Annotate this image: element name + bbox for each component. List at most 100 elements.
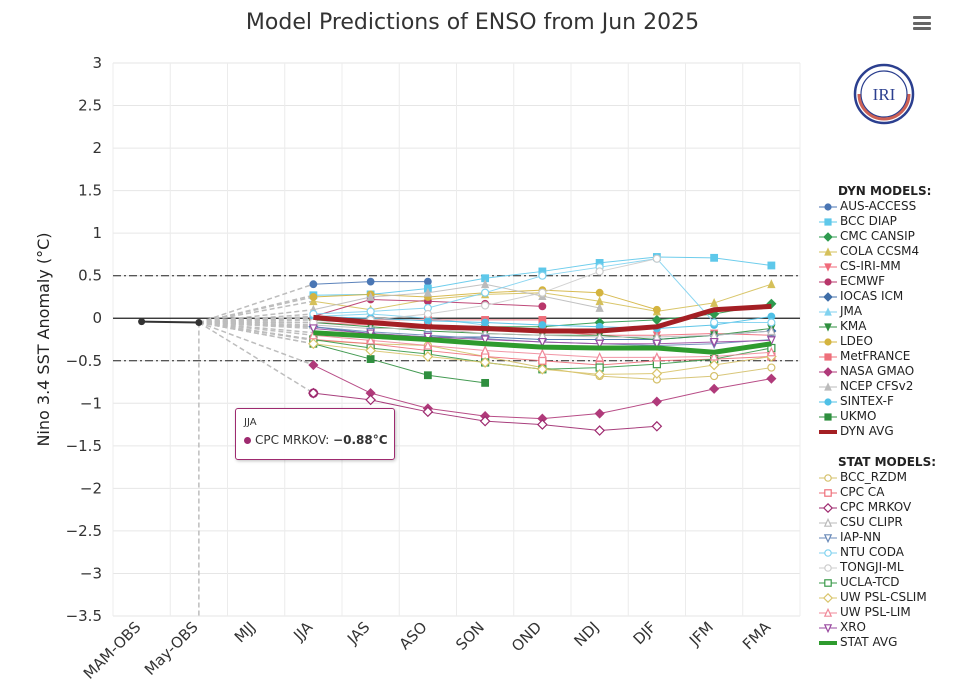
legend-item-ncep-cfsv2[interactable]: NCEP CFSv2 bbox=[818, 379, 931, 394]
data-point bbox=[651, 368, 663, 379]
data-point bbox=[365, 345, 376, 356]
x-tick-label: ASO bbox=[396, 618, 431, 653]
legend-item-bcc-diap[interactable]: BCC DIAP bbox=[818, 214, 931, 229]
data-point bbox=[709, 351, 719, 361]
tooltip-season: JJA bbox=[244, 417, 257, 428]
data-point bbox=[308, 324, 318, 334]
legend-item-ldeo[interactable]: LDEO bbox=[818, 334, 931, 349]
data-point bbox=[824, 217, 832, 226]
data-point bbox=[423, 287, 433, 297]
data-point bbox=[710, 318, 719, 327]
data-point bbox=[709, 383, 720, 394]
data-point bbox=[480, 345, 490, 355]
legend-item-ntu-coda[interactable]: NTU CODA bbox=[818, 545, 936, 560]
data-point bbox=[537, 419, 548, 430]
legend-label: BCC_RZDM bbox=[840, 470, 907, 484]
projection-line bbox=[198, 321, 314, 334]
y-tick-label: −3 bbox=[80, 564, 102, 582]
y-tick-label: 0 bbox=[92, 309, 102, 327]
data-point bbox=[766, 346, 776, 357]
legend-item-bcc-rzdm[interactable]: BCC_RZDM bbox=[818, 470, 936, 485]
data-point bbox=[824, 277, 832, 286]
data-point bbox=[595, 303, 604, 312]
x-tick-label: MJJ bbox=[231, 618, 259, 646]
data-point bbox=[824, 563, 832, 572]
legend-item-iocas-icm[interactable]: IOCAS ICM bbox=[818, 289, 931, 304]
legend-item-dyn-avg[interactable]: DYN AVG bbox=[818, 424, 931, 439]
legend-item-cpc-mrkov[interactable]: CPC MRKOV bbox=[818, 500, 936, 515]
data-point bbox=[481, 301, 490, 310]
legend-symbol bbox=[819, 607, 837, 617]
hamburger-menu-icon[interactable] bbox=[913, 16, 931, 30]
legend-item-csu-clipr[interactable]: CSU CLIPR bbox=[818, 515, 936, 530]
legend-label: ECMWF bbox=[840, 274, 886, 288]
legend-item-jma[interactable]: JMA bbox=[818, 304, 931, 319]
legend-symbol bbox=[819, 322, 837, 332]
data-point bbox=[824, 548, 832, 557]
legend-label: CSU CLIPR bbox=[840, 515, 903, 529]
projection-line bbox=[198, 321, 314, 366]
data-point bbox=[366, 334, 376, 345]
legend-symbol bbox=[819, 217, 837, 226]
legend-item-tongji-ml[interactable]: TONGJI-ML bbox=[818, 560, 936, 575]
legend-symbol bbox=[819, 429, 837, 434]
legend-item-sintex-f[interactable]: SINTEX-F bbox=[818, 394, 931, 409]
data-point bbox=[709, 337, 719, 348]
data-point bbox=[308, 359, 319, 371]
legend-item-xro[interactable]: XRO bbox=[818, 620, 936, 635]
data-point bbox=[537, 348, 547, 359]
x-tick-label: JAS bbox=[343, 618, 373, 648]
series-line bbox=[313, 343, 486, 384]
data-point bbox=[652, 360, 661, 369]
tooltip: JJA CPC MRKOV: −0.88°C bbox=[235, 408, 395, 460]
data-point bbox=[595, 339, 605, 350]
legend-label: UW PSL-CSLIM bbox=[840, 590, 927, 604]
y-tick-label: 3 bbox=[92, 54, 102, 72]
y-tick-label: −0.5 bbox=[66, 352, 102, 370]
data-point bbox=[594, 408, 605, 419]
legend-item-ecmwf[interactable]: ECMWF bbox=[818, 274, 931, 289]
data-point bbox=[309, 296, 318, 306]
legend-symbol bbox=[819, 578, 837, 587]
legend-symbol bbox=[819, 533, 837, 543]
data-point bbox=[366, 277, 375, 286]
legend-item-kma[interactable]: KMA bbox=[818, 319, 931, 334]
legend-item-ukmo[interactable]: UKMO bbox=[818, 409, 931, 424]
data-point bbox=[422, 351, 434, 362]
legend-item-aus-access[interactable]: AUS-ACCESS bbox=[818, 199, 931, 214]
data-point bbox=[824, 337, 832, 346]
legend-item-uw-psl-cslim[interactable]: UW PSL-CSLIM bbox=[818, 590, 936, 605]
legend-label: CMC CANSIP bbox=[840, 229, 915, 243]
x-tick-label: FMA bbox=[739, 618, 775, 654]
projection-line bbox=[198, 321, 314, 394]
legend-item-nasa-gmao[interactable]: NASA GMAO bbox=[818, 364, 931, 379]
observed-point bbox=[195, 318, 203, 326]
legend-item-cpc-ca[interactable]: CPC CA bbox=[818, 485, 936, 500]
data-point bbox=[651, 420, 663, 432]
legend-item-cola-ccsm4[interactable]: COLA CCSM4 bbox=[818, 244, 931, 259]
tooltip-series: CPC MRKOV bbox=[255, 433, 326, 447]
legend-label: BCC DIAP bbox=[840, 214, 897, 228]
legend-label: CS-IRI-MM bbox=[840, 259, 901, 273]
legend-item-metfrance[interactable]: MetFRANCE bbox=[818, 349, 931, 364]
series-tongji-ml bbox=[309, 254, 661, 327]
chart-title: Model Predictions of ENSO from Jun 2025 bbox=[245, 10, 700, 35]
series-observed bbox=[138, 318, 203, 326]
data-point bbox=[594, 425, 605, 436]
data-point bbox=[767, 261, 776, 270]
data-point bbox=[824, 578, 832, 587]
legend-label: UCLA-TCD bbox=[840, 575, 900, 589]
data-point bbox=[652, 351, 662, 362]
legend-item-ucla-tcd[interactable]: UCLA-TCD bbox=[818, 575, 936, 590]
legend-item-uw-psl-lim[interactable]: UW PSL-LIM bbox=[818, 605, 936, 620]
logo-text: IRI bbox=[873, 85, 896, 104]
legend-item-cs-iri-mm[interactable]: CS-IRI-MM bbox=[818, 259, 931, 274]
data-point bbox=[595, 288, 604, 297]
legend-item-stat-avg[interactable]: STAT AVG bbox=[818, 635, 936, 650]
y-tick-label: −2 bbox=[80, 479, 102, 497]
y-tick-label: 1.5 bbox=[78, 182, 102, 200]
legend-item-iap-nn[interactable]: IAP-NN bbox=[818, 530, 936, 545]
x-tick-label: JFM bbox=[685, 618, 717, 650]
legend-label: AUS-ACCESS bbox=[840, 199, 917, 213]
legend-item-cmc-cansip[interactable]: CMC CANSIP bbox=[818, 229, 931, 244]
